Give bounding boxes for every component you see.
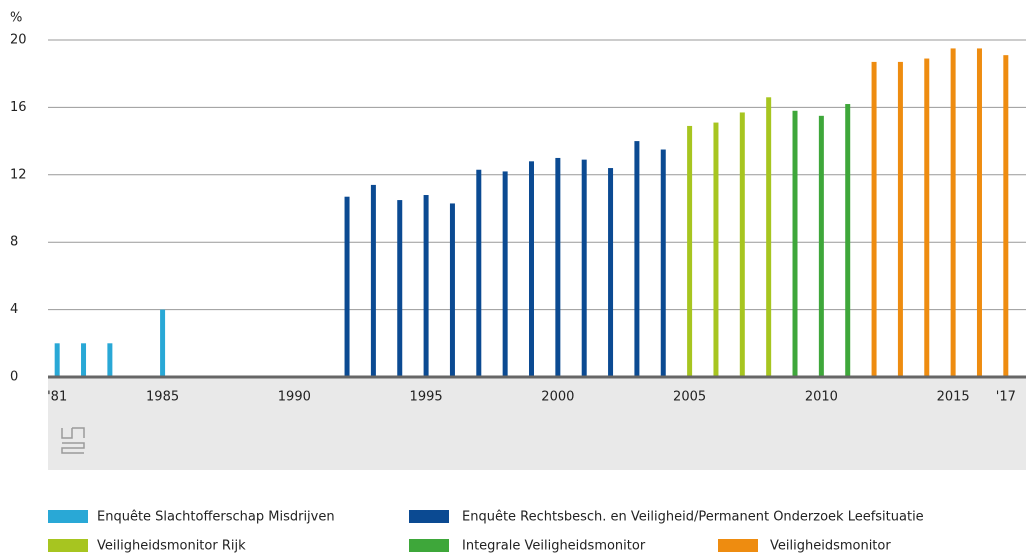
bar — [818, 115, 824, 377]
legend-swatch — [409, 539, 449, 552]
bar — [766, 97, 772, 377]
bar — [555, 157, 561, 377]
x-tick-label: 1995 — [410, 390, 443, 405]
y-tick-label: 8 — [10, 235, 18, 250]
legend-label: Veiligheidsmonitor Rijk — [97, 539, 246, 554]
legend-label: Integrale Veiligheidsmonitor — [462, 539, 646, 554]
bar — [976, 48, 982, 378]
bar — [687, 125, 693, 377]
bar — [81, 343, 87, 377]
bar — [502, 171, 508, 377]
bar — [660, 149, 666, 377]
bar — [449, 203, 455, 377]
x-tick-label: 1985 — [146, 390, 179, 405]
bar — [344, 196, 350, 377]
y-unit: % — [10, 11, 22, 26]
bar — [107, 343, 113, 377]
y-tick-label: 4 — [10, 302, 18, 317]
legend-swatch — [409, 510, 449, 523]
bar — [739, 112, 745, 377]
bar — [924, 58, 930, 377]
x-tick-label: 1990 — [278, 390, 311, 405]
bar — [950, 48, 956, 378]
legend-swatch — [718, 539, 758, 552]
bar — [1003, 55, 1009, 377]
y-tick-label: 16 — [10, 100, 27, 115]
axis-band — [48, 378, 1026, 470]
logo — [61, 427, 85, 454]
bar — [160, 309, 166, 377]
x-tick-label: 2000 — [541, 390, 574, 405]
bar — [54, 343, 60, 377]
x-tick-label: '17 — [996, 390, 1016, 405]
bar — [897, 61, 903, 377]
legend-label: Enquête Rechtsbesch. en Veiligheid/Perma… — [462, 510, 924, 525]
bar — [792, 110, 798, 378]
legend-swatch — [48, 539, 88, 552]
bar — [845, 104, 851, 377]
x-tick-label: 2015 — [937, 390, 970, 405]
bar — [608, 168, 614, 377]
bar — [476, 169, 482, 377]
bar — [713, 122, 719, 377]
bar — [581, 159, 587, 377]
legend-swatch — [48, 510, 88, 523]
x-tick-label: 2005 — [673, 390, 706, 405]
legend-label: Veiligheidsmonitor — [770, 539, 891, 554]
y-tick-label: 20 — [10, 33, 27, 48]
bar — [370, 184, 376, 377]
bar — [871, 61, 877, 377]
bar — [529, 161, 534, 377]
y-tick-label: 12 — [10, 167, 27, 182]
bar — [397, 200, 403, 377]
y-tick-label: 0 — [10, 370, 18, 385]
bar — [423, 195, 429, 377]
x-tick-label: '81 — [47, 390, 67, 405]
legend-label: Enquête Slachtofferschap Misdrijven — [97, 510, 335, 525]
x-tick-label: 2010 — [805, 390, 838, 405]
bar — [634, 141, 640, 377]
